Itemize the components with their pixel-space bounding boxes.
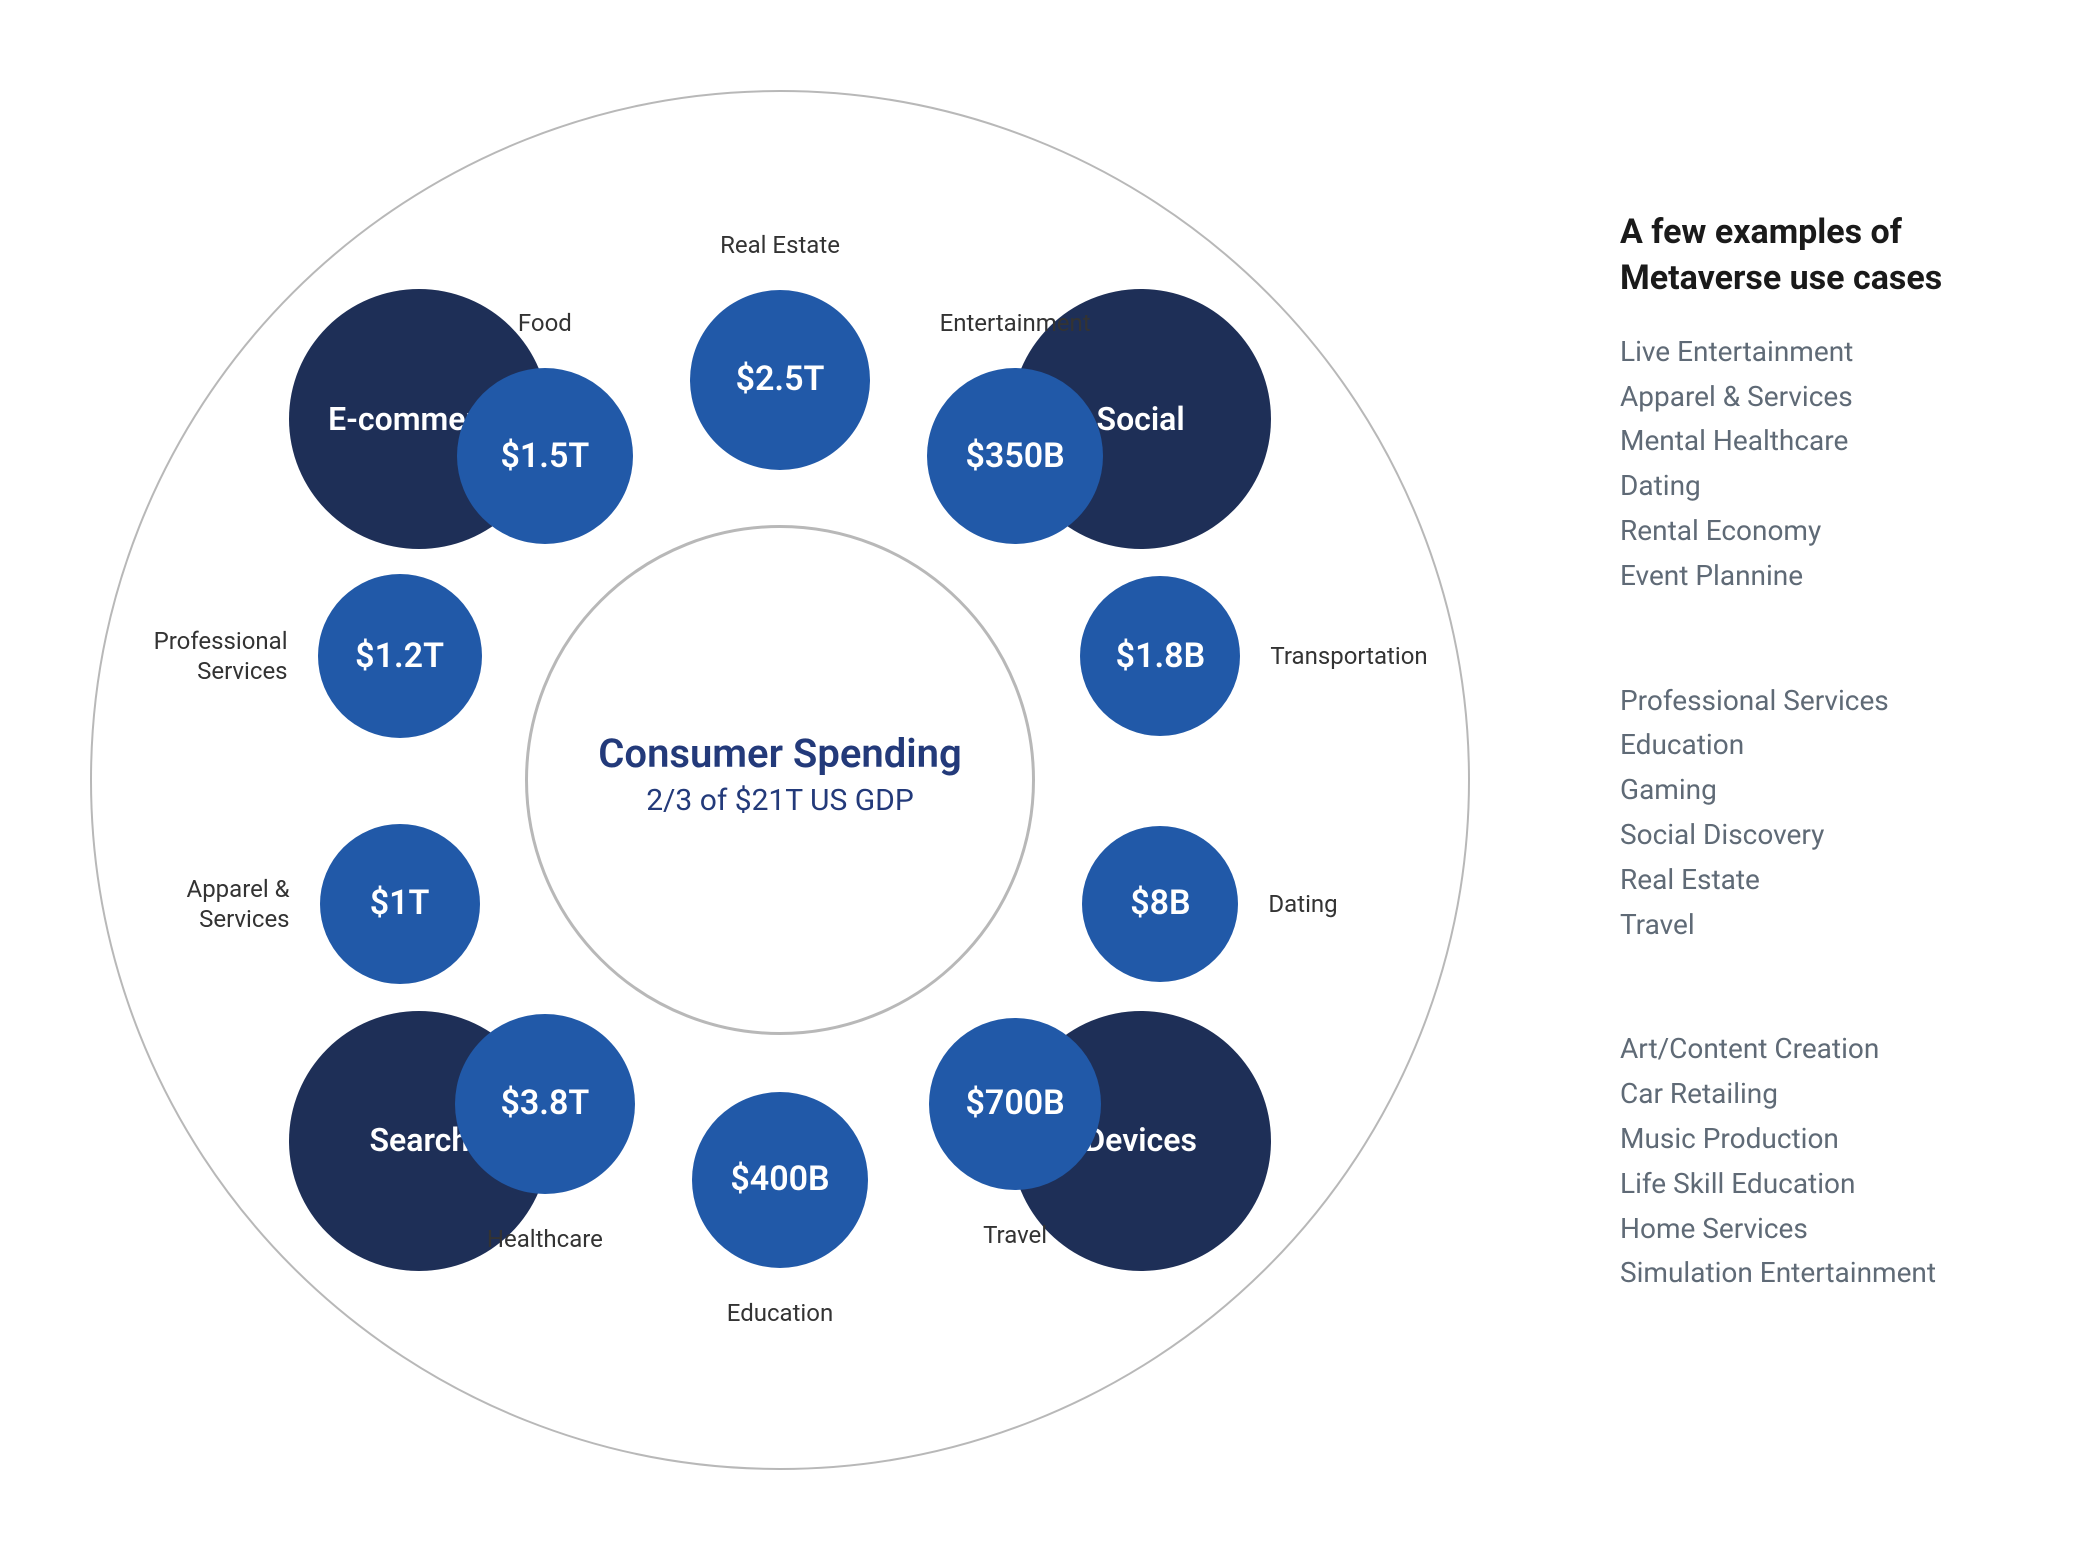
- sidebar-item: Live Entertainment: [1620, 330, 2050, 375]
- category-bubble-value: $3.8T: [500, 1085, 589, 1122]
- category-bubble-value: $400B: [730, 1161, 829, 1198]
- sidebar: A few examples of Metaverse use cases Liv…: [1620, 210, 2050, 1376]
- category-bubble-dating: $8B: [1082, 826, 1238, 982]
- category-bubble-value: $1.2T: [355, 638, 444, 675]
- center-subtitle: 2/3 of $21T US GDP: [580, 783, 980, 818]
- category-label-travel: Travel: [905, 1220, 1125, 1250]
- corner-bubble-label: Social: [1097, 402, 1185, 437]
- category-label-apparel: Apparel & Services: [70, 874, 290, 934]
- category-label-healthcare: Healthcare: [435, 1224, 655, 1254]
- sidebar-item: Apparel & Services: [1620, 375, 2050, 420]
- sidebar-item: Simulation Entertainment: [1620, 1251, 2050, 1296]
- sidebar-item: Gaming: [1620, 768, 2050, 813]
- category-bubble-value: $2.5T: [736, 361, 825, 398]
- sidebar-group: Live EntertainmentApparel & ServicesMent…: [1620, 330, 2050, 599]
- category-bubble-travel: $700B: [929, 1018, 1101, 1190]
- category-bubble-education: $400B: [692, 1092, 868, 1268]
- sidebar-item: Travel: [1620, 903, 2050, 948]
- category-bubble-value: $1T: [370, 885, 430, 922]
- sidebar-group: Professional ServicesEducationGamingSoci…: [1620, 679, 2050, 948]
- category-label-transportation: Transportation: [1270, 641, 1490, 671]
- sidebar-item: Education: [1620, 723, 2050, 768]
- sidebar-group: Art/Content CreationCar RetailingMusic P…: [1620, 1027, 2050, 1296]
- category-bubble-value: $8B: [1130, 885, 1190, 922]
- sidebar-item: Mental Healthcare: [1620, 419, 2050, 464]
- sidebar-item: Rental Economy: [1620, 509, 2050, 554]
- center-title: Consumer Spending: [580, 730, 980, 777]
- sidebar-item: Professional Services: [1620, 679, 2050, 724]
- sidebar-item: Car Retailing: [1620, 1072, 2050, 1117]
- category-label-entertainment: Entertainment: [905, 308, 1125, 338]
- sidebar-item: Social Discovery: [1620, 813, 2050, 858]
- sidebar-item: Real Estate: [1620, 858, 2050, 903]
- category-bubble-apparel: $1T: [320, 824, 480, 984]
- category-label-education: Education: [670, 1298, 890, 1328]
- category-bubble-value: $1.8B: [1116, 638, 1206, 675]
- category-bubble-transportation: $1.8B: [1080, 576, 1240, 736]
- center-text: Consumer Spending 2/3 of $21T US GDP: [580, 730, 980, 818]
- sidebar-item: Event Plannine: [1620, 554, 2050, 599]
- category-bubble-value: $1.5T: [500, 438, 589, 475]
- category-bubble-prof_services: $1.2T: [318, 574, 482, 738]
- sidebar-title: A few examples of Metaverse use cases: [1620, 210, 2050, 302]
- category-bubble-value: $350B: [965, 438, 1064, 475]
- category-label-food: Food: [435, 308, 655, 338]
- diagram-stage: Consumer Spending2/3 of $21T US GDPE-com…: [0, 0, 2094, 1556]
- category-bubble-value: $700B: [965, 1085, 1064, 1122]
- sidebar-item: Dating: [1620, 464, 2050, 509]
- sidebar-item: Home Services: [1620, 1207, 2050, 1252]
- category-label-prof_services: Professional Services: [68, 626, 288, 686]
- category-bubble-real_estate: $2.5T: [690, 290, 870, 470]
- category-bubble-food: $1.5T: [457, 368, 633, 544]
- category-label-dating: Dating: [1268, 889, 1488, 919]
- corner-bubble-label: Devices: [1084, 1123, 1197, 1158]
- sidebar-item: Life Skill Education: [1620, 1162, 2050, 1207]
- category-bubble-healthcare: $3.8T: [455, 1014, 635, 1194]
- category-label-real_estate: Real Estate: [670, 230, 890, 260]
- category-bubble-entertainment: $350B: [927, 368, 1103, 544]
- sidebar-item: Art/Content Creation: [1620, 1027, 2050, 1072]
- sidebar-item: Music Production: [1620, 1117, 2050, 1162]
- corner-bubble-label: Search: [370, 1123, 470, 1158]
